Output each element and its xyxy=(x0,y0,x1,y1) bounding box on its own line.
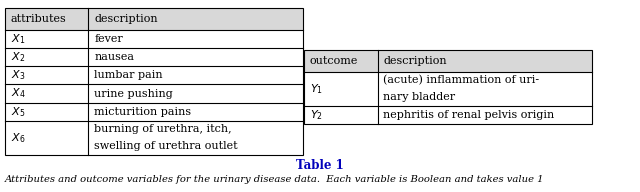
Bar xyxy=(5,8,303,155)
Text: $X_5$: $X_5$ xyxy=(11,105,25,119)
Text: $X_6$: $X_6$ xyxy=(11,131,26,145)
Text: description: description xyxy=(94,14,157,24)
Text: lumbar pain: lumbar pain xyxy=(94,70,163,80)
Bar xyxy=(304,50,592,124)
Text: description: description xyxy=(383,56,447,66)
Text: $X_4$: $X_4$ xyxy=(11,87,26,100)
Text: $X_2$: $X_2$ xyxy=(11,50,25,64)
Text: nephritis of renal pelvis origin: nephritis of renal pelvis origin xyxy=(383,110,555,120)
Text: attributes: attributes xyxy=(11,14,67,24)
Text: $X_1$: $X_1$ xyxy=(11,32,25,46)
Text: outcome: outcome xyxy=(310,56,358,66)
Text: Table 1: Table 1 xyxy=(296,159,344,172)
Text: $Y_1$: $Y_1$ xyxy=(310,82,323,96)
Text: micturition pains: micturition pains xyxy=(94,107,191,117)
Text: fever: fever xyxy=(94,34,123,44)
Text: $Y_2$: $Y_2$ xyxy=(310,108,323,122)
Text: urine pushing: urine pushing xyxy=(94,89,173,99)
Bar xyxy=(5,8,303,30)
Text: nausea: nausea xyxy=(94,52,134,62)
Bar xyxy=(304,50,592,72)
Text: $X_3$: $X_3$ xyxy=(11,69,25,82)
Text: nary bladder: nary bladder xyxy=(383,92,456,102)
Text: Attributes and outcome variables for the urinary disease data.  Each variable is: Attributes and outcome variables for the… xyxy=(5,175,545,184)
Text: swelling of urethra outlet: swelling of urethra outlet xyxy=(94,141,237,151)
Text: burning of urethra, itch,: burning of urethra, itch, xyxy=(94,124,232,134)
Text: (acute) inflammation of uri-: (acute) inflammation of uri- xyxy=(383,75,540,86)
